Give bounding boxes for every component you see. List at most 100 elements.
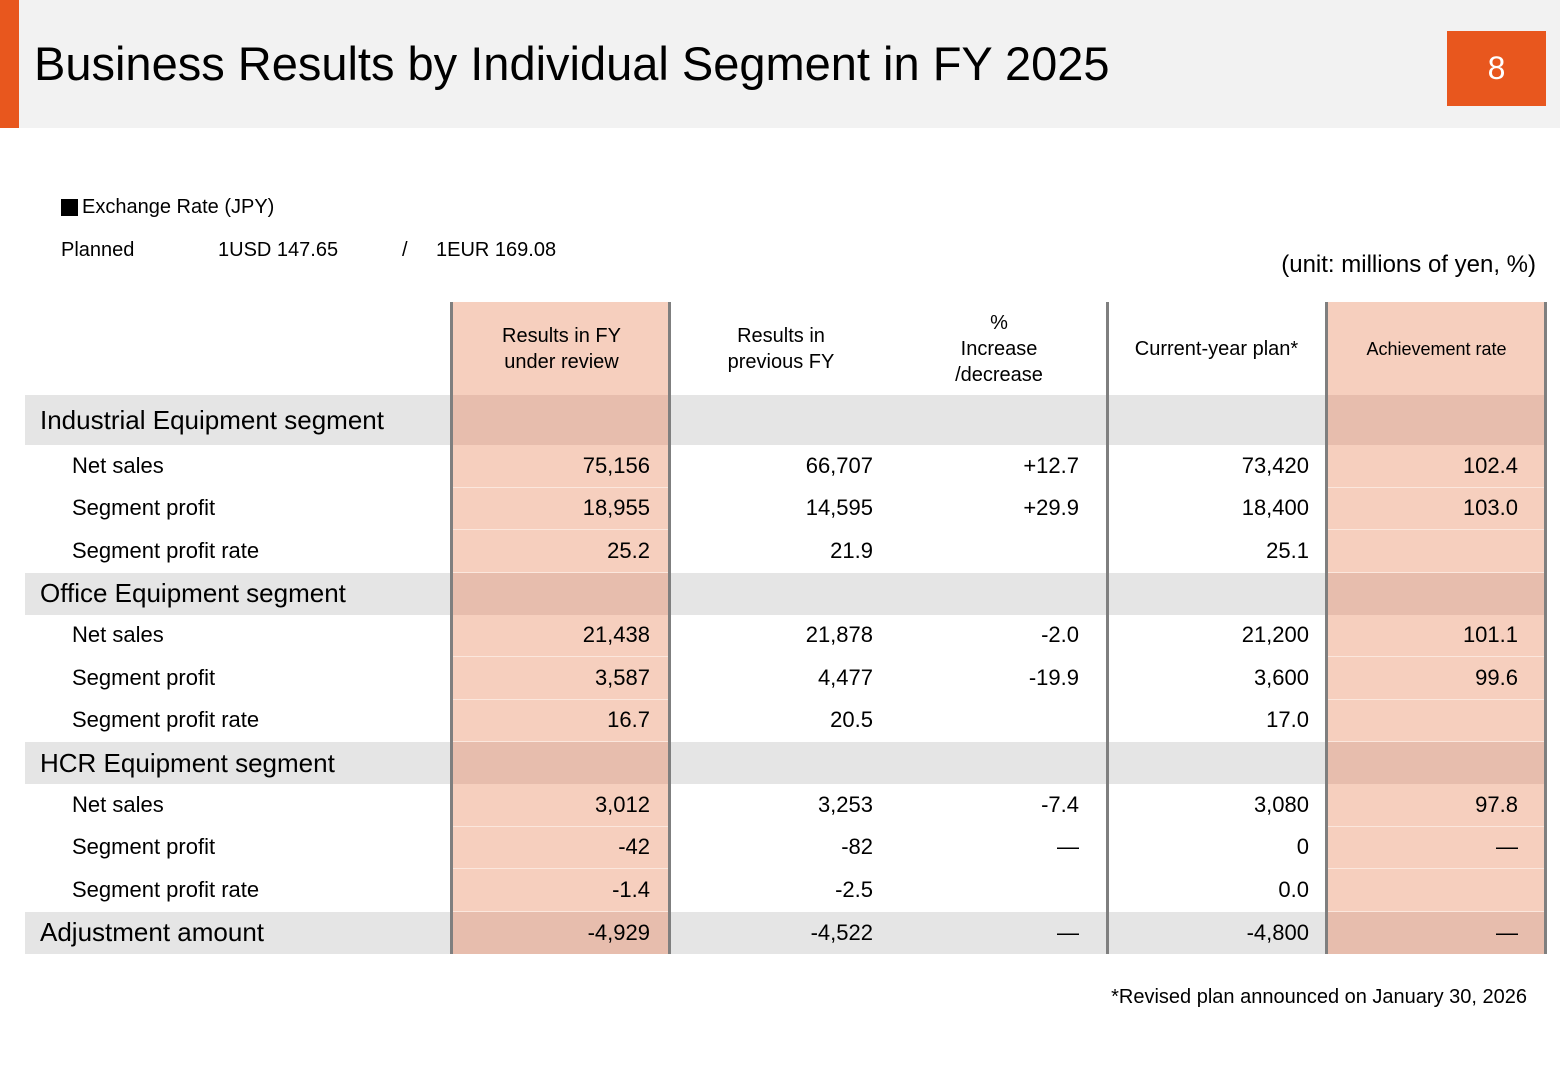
column-divider — [1544, 302, 1547, 954]
empty-cell — [891, 395, 1107, 445]
achievement-value — [1326, 530, 1547, 573]
current-value: 3,587 — [452, 657, 671, 700]
adjustment-label: Adjustment amount — [25, 911, 452, 954]
segment-name: Industrial Equipment segment — [25, 395, 452, 445]
change-value — [891, 530, 1107, 573]
table-row: Segment profit -42 -82 ― 0 ― — [25, 826, 1547, 869]
table-row: Segment profit 18,955 14,595 +29.9 18,40… — [25, 487, 1547, 530]
change-value — [891, 700, 1107, 742]
plan-value: 0.0 — [1107, 869, 1326, 912]
header-previous-results: Results in previous FY — [671, 302, 891, 395]
plan-value: 17.0 — [1107, 700, 1326, 742]
header-current-results: Results in FY under review — [452, 302, 671, 395]
header-text: Current-year plan* — [1134, 337, 1299, 360]
table-row: Segment profit rate -1.4 -2.5 0.0 — [25, 869, 1547, 912]
table-header-row: Results in FY under review Results in prev… — [25, 302, 1547, 395]
achievement-value: 101.1 — [1326, 614, 1547, 657]
plan-value: 73,420 — [1107, 445, 1326, 488]
header-accent-bar — [0, 0, 19, 128]
previous-value: -4,522 — [671, 911, 891, 954]
exchange-rate-usd: 1USD 147.65 — [218, 239, 339, 261]
empty-cell — [1107, 742, 1326, 784]
empty-cell — [1326, 395, 1547, 445]
unit-note: (unit: millions of yen, %) — [1281, 251, 1536, 278]
change-value: -2.0 — [891, 615, 1107, 657]
empty-cell — [452, 572, 671, 615]
empty-cell — [891, 572, 1107, 615]
row-label: Net sales — [25, 784, 452, 827]
achievement-value: 102.4 — [1326, 445, 1547, 488]
exchange-rate-eur: 1EUR 169.08 — [436, 239, 557, 261]
segment-name: HCR Equipment segment — [25, 742, 452, 784]
previous-value: 20.5 — [671, 700, 891, 742]
header-text: /decrease — [955, 363, 1043, 386]
empty-cell — [891, 742, 1107, 784]
segment-row: HCR Equipment segment — [25, 742, 1547, 784]
empty-cell — [671, 742, 891, 784]
row-label: Net sales — [25, 615, 452, 657]
previous-value: 21,878 — [671, 615, 891, 657]
row-label: Segment profit rate — [25, 869, 452, 912]
current-value: 16.7 — [452, 699, 671, 742]
segment-row: Office Equipment segment — [25, 572, 1547, 615]
achievement-value: ― — [1326, 826, 1547, 869]
change-value: ― — [891, 911, 1107, 954]
header-text: previous FY — [727, 350, 835, 373]
change-value — [891, 869, 1107, 912]
exchange-rate-heading: Exchange Rate (JPY) — [61, 194, 274, 220]
current-value: 18,955 — [452, 487, 671, 530]
previous-value: 14,595 — [671, 488, 891, 530]
achievement-value — [1326, 699, 1547, 742]
header-plan: Current-year plan* — [1107, 302, 1326, 395]
row-label: Segment profit — [25, 657, 452, 700]
current-value: -42 — [452, 826, 671, 869]
empty-cell — [1326, 742, 1547, 784]
previous-value: -82 — [671, 827, 891, 869]
plan-value: 0 — [1107, 827, 1326, 869]
header-achievement: Achievement rate — [1326, 302, 1547, 395]
achievement-value: 103.0 — [1326, 487, 1547, 530]
header-text: Results in FY — [502, 324, 621, 347]
table-row: Net sales 21,438 21,878 -2.0 21,200 101.… — [25, 614, 1547, 657]
header-blank — [25, 302, 452, 395]
current-value: 21,438 — [452, 614, 671, 657]
previous-value: 3,253 — [671, 784, 891, 827]
empty-cell — [452, 395, 671, 445]
achievement-value: 99.6 — [1326, 657, 1547, 700]
previous-value: 21.9 — [671, 530, 891, 573]
column-divider — [1106, 302, 1109, 954]
row-label: Segment profit — [25, 827, 452, 869]
change-value: -7.4 — [891, 784, 1107, 827]
empty-cell — [1107, 395, 1326, 445]
previous-value: 4,477 — [671, 657, 891, 700]
empty-cell — [1107, 572, 1326, 615]
empty-cell — [452, 742, 671, 784]
plan-value: 3,080 — [1107, 784, 1326, 827]
empty-cell — [671, 395, 891, 445]
header-text: % — [990, 311, 1008, 334]
table-row: Segment profit 3,587 4,477 -19.9 3,600 9… — [25, 657, 1547, 700]
current-value: -1.4 — [452, 869, 671, 912]
achievement-value: ― — [1326, 911, 1547, 954]
row-label: Net sales — [25, 445, 452, 488]
plan-value: 3,600 — [1107, 657, 1326, 700]
plan-value: -4,800 — [1107, 911, 1326, 954]
achievement-value — [1326, 869, 1547, 912]
header-text: Increase — [960, 337, 1038, 360]
current-value: -4,929 — [452, 911, 671, 954]
bullet-square-icon — [61, 198, 78, 216]
table-row: Segment profit rate 25.2 21.9 25.1 — [25, 530, 1547, 573]
header-text: under review — [504, 350, 619, 373]
empty-cell — [1326, 572, 1547, 615]
footnote: *Revised plan announced on January 30, 2… — [1111, 986, 1527, 1008]
slide-title: Business Results by Individual Segment i… — [34, 37, 1110, 90]
exchange-rate-separator: / — [402, 239, 408, 261]
table-row: Net sales 75,156 66,707 +12.7 73,420 102… — [25, 445, 1547, 488]
plan-value: 25.1 — [1107, 530, 1326, 573]
row-label: Segment profit rate — [25, 700, 452, 742]
change-value: ― — [891, 827, 1107, 869]
header-change: % Increase/decrease — [891, 302, 1107, 395]
column-divider — [1325, 302, 1328, 954]
achievement-value: 97.8 — [1326, 784, 1547, 827]
exchange-rate-label: Planned — [61, 239, 135, 261]
